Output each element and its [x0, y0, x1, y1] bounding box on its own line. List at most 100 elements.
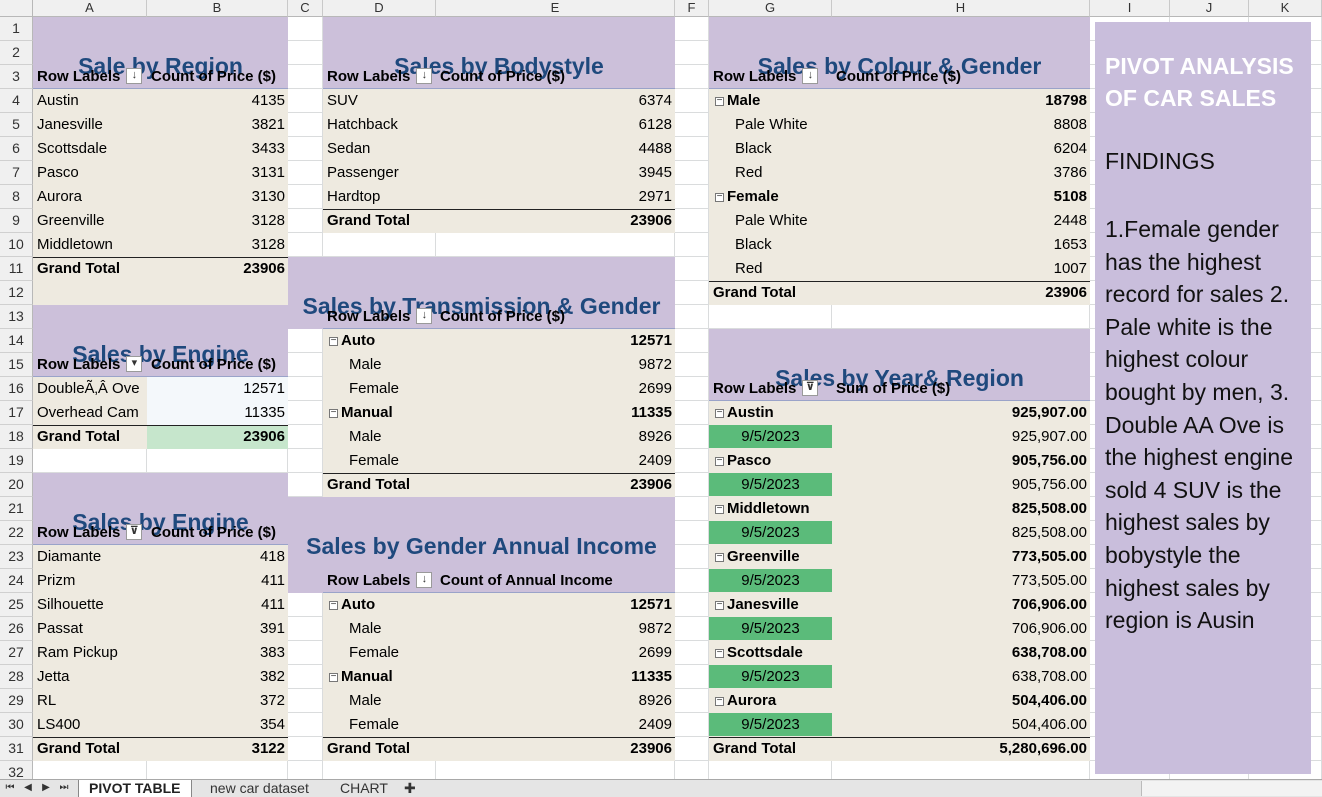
row-header[interactable]: 10 [0, 233, 33, 257]
row-header[interactable]: 14 [0, 329, 33, 353]
row-header[interactable]: 27 [0, 641, 33, 665]
date-row-value: 825,508.00 [1011, 524, 1087, 541]
first-sheet-icon[interactable]: ⏮ [5, 782, 15, 793]
group-row-label[interactable]: − Female [709, 185, 832, 209]
row-header[interactable]: 3 [0, 65, 33, 89]
grand-total-value: 23906 [630, 476, 672, 493]
row-header[interactable]: 8 [0, 185, 33, 209]
row-header[interactable]: 2 [0, 41, 33, 65]
tab-chart[interactable]: CHART [340, 780, 388, 796]
collapse-icon[interactable]: − [715, 406, 724, 418]
dropdown-icon[interactable]: ▾ [126, 356, 143, 373]
collapse-icon[interactable]: − [715, 190, 724, 202]
collapse-icon[interactable]: − [329, 670, 338, 682]
row-header[interactable]: 6 [0, 137, 33, 161]
column-header-f[interactable]: F [675, 0, 709, 17]
row-header[interactable]: 21 [0, 497, 33, 521]
spreadsheet-grid[interactable]: A B C D E F G H I J K 1 2 3 4 5 6 7 8 9 10 11 12 13 14 15 16 17 18 19… [0, 0, 1322, 779]
row-header[interactable]: 11 [0, 257, 33, 281]
column-header-i[interactable]: I [1090, 0, 1170, 17]
collapse-icon[interactable]: − [715, 694, 724, 706]
column-header-j[interactable]: J [1170, 0, 1249, 17]
group-row-label[interactable]: − Manual [323, 401, 436, 425]
sort-icon[interactable]: ↓ [416, 308, 433, 325]
row-header[interactable]: 29 [0, 689, 33, 713]
grand-total-value: 23906 [243, 260, 285, 277]
row-header[interactable]: 30 [0, 713, 33, 737]
row-header[interactable]: 17 [0, 401, 33, 425]
row-header[interactable]: 23 [0, 545, 33, 569]
collapse-icon[interactable]: − [329, 406, 338, 418]
sort-icon[interactable]: ↓ [802, 68, 819, 85]
sort-icon[interactable]: ↓ [416, 572, 433, 589]
row-header[interactable]: 18 [0, 425, 33, 449]
column-header-c[interactable]: C [288, 0, 323, 17]
column-header-d[interactable]: D [323, 0, 436, 17]
row-header[interactable]: 9 [0, 209, 33, 233]
row-header[interactable]: 5 [0, 113, 33, 137]
row-header[interactable]: 12 [0, 281, 33, 305]
filter-sort-icon[interactable]: ⊽ [802, 380, 819, 397]
horizontal-scrollbar[interactable] [1141, 781, 1322, 796]
column-header-b[interactable]: B [147, 0, 288, 17]
sort-icon[interactable]: ↓ [126, 68, 143, 85]
row-header[interactable]: 20 [0, 473, 33, 497]
row-header[interactable]: 4 [0, 89, 33, 113]
row-header[interactable]: 32 [0, 761, 33, 779]
row-header[interactable]: 7 [0, 161, 33, 185]
column-header-g[interactable]: G [709, 0, 832, 17]
collapse-icon[interactable]: − [715, 550, 724, 562]
column-header-h[interactable]: H [832, 0, 1090, 17]
row-header[interactable]: 16 [0, 377, 33, 401]
tab-new-car-dataset[interactable]: new car dataset [210, 780, 309, 796]
group-row-value: 11335 [631, 404, 672, 421]
row-header[interactable]: 25 [0, 593, 33, 617]
collapse-icon[interactable]: − [715, 502, 724, 514]
value-field-header: Count of Price ($) [836, 68, 962, 85]
row-labels-text: Row Labels [37, 356, 121, 373]
group-row-label[interactable]: − Auto [323, 329, 436, 353]
row-labels-header: Row Labels ↓ [323, 305, 436, 329]
prev-sheet-icon[interactable]: ◀ [24, 782, 32, 793]
filter-sort-icon[interactable]: ⊽ [126, 524, 143, 541]
insert-sheet-icon[interactable]: ✚ [404, 780, 416, 796]
group-row-label[interactable]: − Aurora [709, 689, 832, 713]
row-header[interactable]: 26 [0, 617, 33, 641]
column-header-e[interactable]: E [436, 0, 675, 17]
next-sheet-icon[interactable]: ▶ [42, 782, 50, 793]
group-row-label[interactable]: − Pasco [709, 449, 832, 473]
tab-pivot-table[interactable]: PIVOT TABLE [78, 780, 192, 797]
row-header[interactable]: 15 [0, 353, 33, 377]
group-row-label[interactable]: − Male [709, 89, 832, 113]
column-header-a[interactable]: A [33, 0, 147, 17]
row-header[interactable]: 22 [0, 521, 33, 545]
bodystyle-header-band [323, 17, 675, 89]
group-row-label[interactable]: − Auto [323, 593, 436, 617]
row-header[interactable]: 24 [0, 569, 33, 593]
group-row-label[interactable]: − Manual [323, 665, 436, 689]
select-all-corner[interactable] [0, 0, 33, 17]
group-row-label[interactable]: − Austin [709, 401, 832, 425]
row-header[interactable]: 1 [0, 17, 33, 41]
grand-total-value: 23906 [630, 212, 672, 229]
group-row-label[interactable]: − Janesville [709, 593, 832, 617]
collapse-icon[interactable]: − [715, 598, 724, 610]
row-header[interactable]: 31 [0, 737, 33, 761]
pivot-row-label: Hatchback [327, 116, 398, 133]
group-row-label[interactable]: − Greenville [709, 545, 832, 569]
child-row-label: Female [349, 644, 400, 661]
sort-icon[interactable]: ↓ [416, 68, 433, 85]
row-header[interactable]: 28 [0, 665, 33, 689]
row-header[interactable]: 19 [0, 449, 33, 473]
collapse-icon[interactable]: − [715, 646, 724, 658]
collapse-icon[interactable]: − [715, 94, 724, 106]
group-row-label[interactable]: − Middletown [709, 497, 832, 521]
collapse-icon[interactable]: − [715, 454, 724, 466]
collapse-icon[interactable]: − [329, 598, 338, 610]
row-header[interactable]: 13 [0, 305, 33, 329]
collapse-icon[interactable]: − [329, 334, 338, 346]
group-row-label[interactable]: − Scottsdale [709, 641, 832, 665]
column-header-k[interactable]: K [1249, 0, 1322, 17]
child-row-value: 1007 [1053, 260, 1087, 277]
last-sheet-icon[interactable]: ⏭ [59, 782, 69, 793]
